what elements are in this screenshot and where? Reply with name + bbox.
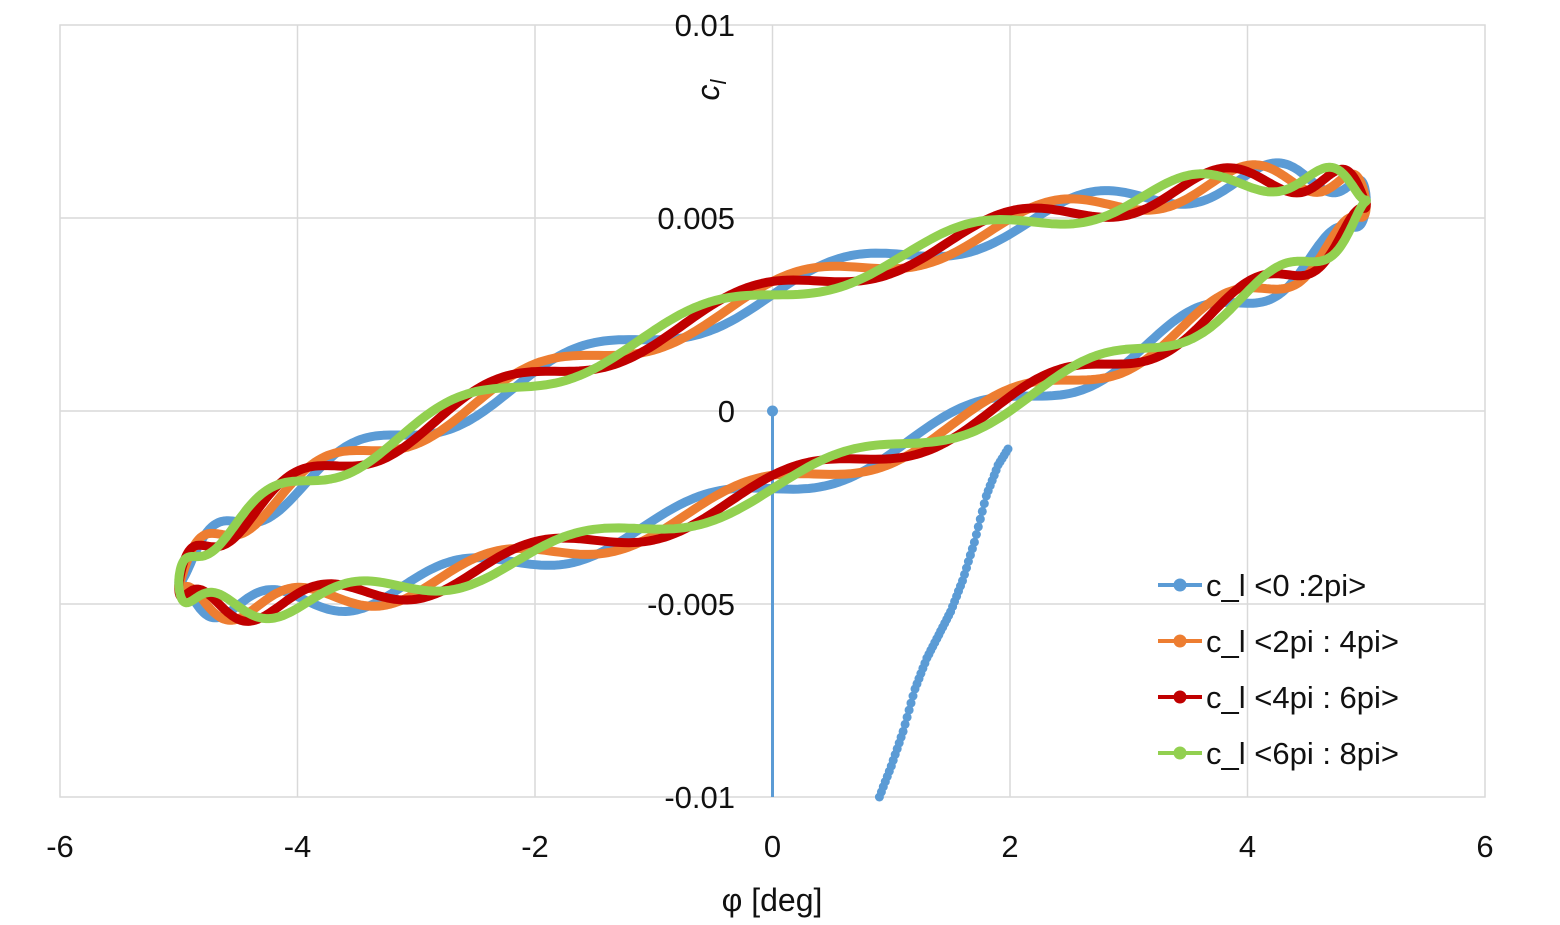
legend: c_l <0 :2pi> c_l <2pi : 4pi> c_l <4pi : … — [1158, 568, 1399, 771]
series-0-transient-point — [908, 691, 918, 701]
series-0-transient-point — [979, 499, 989, 509]
y-tick-label-1: -0.005 — [647, 587, 735, 622]
y-tick-label-4: 0.01 — [675, 8, 735, 43]
x-axis-title: φ [deg] — [722, 882, 823, 918]
legend-item-2: c_l <4pi : 6pi> — [1158, 680, 1399, 715]
y-tick-label-2: 0 — [718, 394, 735, 429]
series-0-transient-point — [900, 719, 910, 729]
series-0-transient-point — [971, 530, 981, 539]
series-0-transient-point — [904, 705, 914, 715]
x-tick-label-5: 4 — [1239, 829, 1256, 864]
x-tick-label-1: -4 — [284, 829, 312, 864]
series-0-transient-point — [906, 698, 916, 708]
x-tick-label-6: 6 — [1476, 829, 1493, 864]
series-0-transient-point — [969, 537, 979, 547]
legend-marker-0 — [1173, 578, 1187, 592]
series-0-transient-point — [902, 712, 912, 722]
legend-label-3: c_l <6pi : 8pi> — [1206, 736, 1399, 771]
series-0-transient-point — [973, 522, 983, 532]
legend-label-0: c_l <0 :2pi> — [1206, 568, 1366, 603]
legend-item-1: c_l <2pi : 4pi> — [1158, 624, 1399, 659]
series-layer — [174, 158, 1371, 802]
series-0-transient-point — [1003, 444, 1013, 454]
legend-item-3: c_l <6pi : 8pi> — [1158, 736, 1399, 771]
legend-item-0: c_l <0 :2pi> — [1158, 568, 1366, 603]
legend-marker-1 — [1173, 634, 1187, 648]
x-tick-label-4: 2 — [1001, 829, 1018, 864]
y-axis-title: cl — [690, 78, 731, 100]
series-0-transient-point — [977, 506, 987, 516]
x-tick-label-3: 0 — [764, 829, 781, 864]
y-tick-label-0: -0.01 — [664, 780, 735, 815]
y-axis-title-base: c — [690, 84, 726, 100]
y-tick-label-3: 0.005 — [657, 201, 735, 236]
series-3-loop — [174, 162, 1371, 624]
series-0-transient-point — [975, 514, 985, 524]
series-0-start-point — [767, 405, 778, 417]
x-tick-label-2: -2 — [521, 829, 549, 864]
legend-marker-2 — [1173, 690, 1187, 704]
series-3 — [174, 162, 1371, 624]
series-0-transient-point — [898, 726, 908, 736]
y-axis-title-subscript: l — [706, 78, 731, 84]
x-tick-label-0: -6 — [46, 829, 74, 864]
legend-label-1: c_l <2pi : 4pi> — [1206, 624, 1399, 659]
legend-label-2: c_l <4pi : 6pi> — [1206, 680, 1399, 715]
tick-labels: -6 -4 -2 0 2 4 6 -0.01 -0.005 0 0.005 0.01 — [46, 8, 1493, 864]
legend-marker-3 — [1173, 746, 1187, 760]
